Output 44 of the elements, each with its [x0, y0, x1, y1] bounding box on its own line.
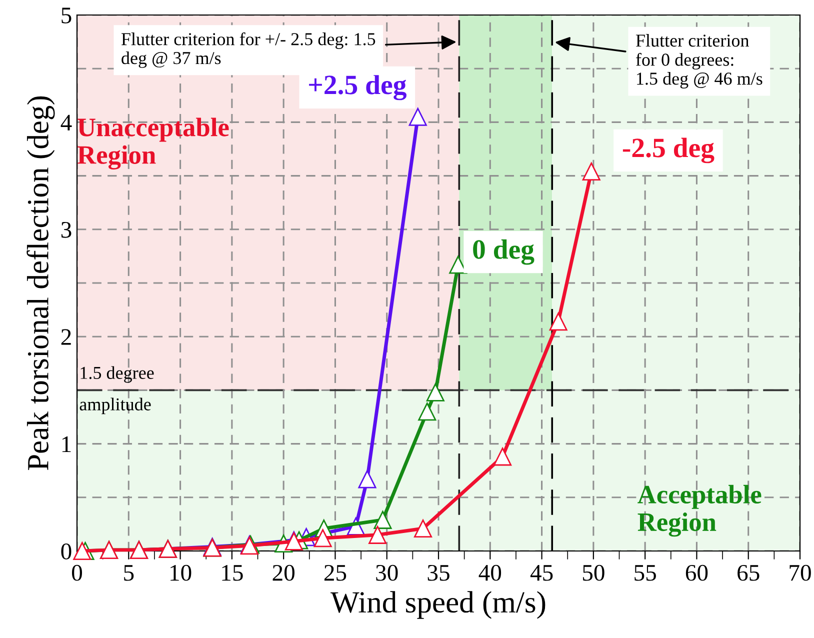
point [73, 542, 92, 560]
point [549, 312, 568, 331]
x-tick-label: 10 [170, 564, 192, 581]
x-tick-label: 50 [582, 564, 604, 581]
y-tick-label: 0 [61, 543, 72, 560]
point [418, 402, 436, 421]
x-axis-title: Wind speed (m/s) [330, 591, 546, 619]
x-tick-label: 65 [738, 564, 760, 581]
annotation: Flutter criterion for +/- 2.5 deg: 1.5 deg @ 37 m/s [121, 32, 376, 68]
x-tick-label: 30 [376, 564, 398, 581]
x-tick-label: 25 [324, 564, 346, 581]
band-label: Acceptable Region [638, 484, 762, 537]
point [374, 510, 392, 529]
x-tick-label: 20 [272, 564, 294, 581]
y-tick-label: 2 [61, 329, 71, 345]
y-tick-label: 3 [61, 222, 72, 238]
x-tick-label: 60 [686, 564, 708, 581]
series-label: 0 deg [473, 239, 534, 265]
x-tick-label: 40 [478, 564, 502, 581]
series-label: +2.5 deg [309, 74, 406, 100]
y-axis-title: Peak torsional deflection (deg) [26, 96, 55, 470]
point [408, 108, 427, 126]
point [358, 470, 376, 488]
x-tick-label: 35 [428, 564, 450, 581]
x-tick-label: 0 [72, 564, 82, 581]
point [449, 256, 468, 274]
point [494, 448, 512, 466]
x-tick-label: 55 [634, 565, 656, 581]
y-tick-label: 5 [62, 8, 72, 24]
point [414, 519, 432, 538]
ref-line-label: 1.5 degree amplitude [80, 366, 154, 414]
x-tick-label: 15 [222, 564, 243, 581]
point [314, 529, 332, 548]
point [582, 162, 600, 181]
y-tick-label: 1 [62, 436, 71, 452]
x-tick-label: 5 [124, 565, 134, 581]
y-tick-label: 4 [60, 114, 72, 130]
x-tick-label: 70 [790, 564, 811, 581]
series-label: -2.5 deg [622, 138, 714, 164]
band-label: Unacceptable Region [77, 118, 229, 170]
point [426, 383, 444, 402]
annotation: Flutter criterion for 0 degrees: 1.5 deg @ 46 m/s [636, 34, 762, 88]
point [368, 526, 387, 544]
x-tick-label: 45 [530, 565, 553, 581]
